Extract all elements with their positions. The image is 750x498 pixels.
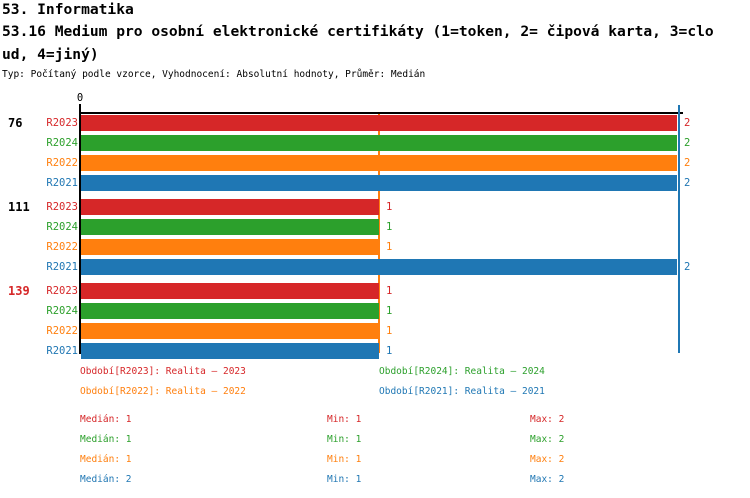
y-axis-line xyxy=(79,104,81,354)
bar-value-label: 1 xyxy=(386,325,393,337)
series-label: R2023 xyxy=(46,117,78,129)
question-title-line1: 53.16 Medium pro osobní elektronické cer… xyxy=(2,23,714,40)
stat-min-r2022: Min: 1 xyxy=(327,454,362,465)
bar-value-label: 2 xyxy=(684,261,691,273)
stat-min-r2021: Min: 1 xyxy=(327,474,362,485)
stat-median-r2021: Medián: 2 xyxy=(80,474,132,485)
bar-value-label: 2 xyxy=(684,157,691,169)
stat-min-r2024: Min: 1 xyxy=(327,434,362,445)
series-label: R2022 xyxy=(46,325,78,337)
legend-item-r2022: Období[R2022]: Realita – 2022 xyxy=(80,386,246,397)
bar xyxy=(81,323,379,339)
bar xyxy=(81,239,379,255)
bar-value-label: 1 xyxy=(386,241,393,253)
bar-row: R2024 2 xyxy=(0,135,750,151)
bar-row: R2023 1 xyxy=(0,283,750,299)
median-reference-line-r2021 xyxy=(678,105,680,353)
series-label: R2022 xyxy=(46,241,78,253)
bar xyxy=(81,219,379,235)
legend-item-r2023: Období[R2023]: Realita – 2023 xyxy=(80,366,246,377)
section-title: 53. Informatika xyxy=(2,1,134,18)
series-label: R2024 xyxy=(46,305,78,317)
bar-row: R2021 2 xyxy=(0,175,750,191)
series-label: R2021 xyxy=(46,261,78,273)
series-label: R2024 xyxy=(46,137,78,149)
group-label: 111 xyxy=(8,200,30,214)
bar xyxy=(81,155,677,171)
stat-max-r2023: Max: 2 xyxy=(530,414,565,425)
bar xyxy=(81,135,677,151)
bar-row: R2022 2 xyxy=(0,155,750,171)
bar-value-label: 1 xyxy=(386,201,393,213)
group-label: 139 xyxy=(8,284,30,298)
bar xyxy=(81,343,379,359)
stat-max-r2024: Max: 2 xyxy=(530,434,565,445)
x-axis-line xyxy=(79,112,683,114)
bar-row: R2021 1 xyxy=(0,343,750,359)
bar-row: R2024 1 xyxy=(0,303,750,319)
bar xyxy=(81,259,677,275)
stat-max-r2021: Max: 2 xyxy=(530,474,565,485)
bar-row: R2023 1 xyxy=(0,199,750,215)
series-label: R2021 xyxy=(46,345,78,357)
bar-row: R2021 2 xyxy=(0,259,750,275)
legend-item-r2024: Období[R2024]: Realita – 2024 xyxy=(379,366,545,377)
stat-median-r2023: Medián: 1 xyxy=(80,414,132,425)
bar xyxy=(81,283,379,299)
legend-item-r2021: Období[R2021]: Realita – 2021 xyxy=(379,386,545,397)
bar-row: R2022 1 xyxy=(0,239,750,255)
bar-value-label: 1 xyxy=(386,305,393,317)
stat-max-r2022: Max: 2 xyxy=(530,454,565,465)
median-reference-line-r2022 xyxy=(378,114,380,353)
question-title-line2: ud, 4=jiný) xyxy=(2,46,99,63)
bar xyxy=(81,175,677,191)
series-label: R2023 xyxy=(46,285,78,297)
bar xyxy=(81,199,379,215)
stat-median-r2022: Medián: 1 xyxy=(80,454,132,465)
bar-value-label: 2 xyxy=(684,137,691,149)
bar xyxy=(81,115,677,131)
series-label: R2021 xyxy=(46,177,78,189)
bar-value-label: 1 xyxy=(386,221,393,233)
bar xyxy=(81,303,379,319)
stat-min-r2023: Min: 1 xyxy=(327,414,362,425)
x-axis-tick-label: 0 xyxy=(76,92,84,104)
bar-value-label: 2 xyxy=(684,177,691,189)
bar-row: R2023 2 xyxy=(0,115,750,131)
series-label: R2023 xyxy=(46,201,78,213)
stat-median-r2024: Medián: 1 xyxy=(80,434,132,445)
series-label: R2024 xyxy=(46,221,78,233)
series-label: R2022 xyxy=(46,157,78,169)
group-label: 76 xyxy=(8,116,23,130)
bar-value-label: 1 xyxy=(386,345,393,357)
bar-row: R2022 1 xyxy=(0,323,750,339)
bar-row: R2024 1 xyxy=(0,219,750,235)
question-meta: Typ: Počítaný podle vzorce, Vyhodnocení:… xyxy=(2,69,426,80)
bar-value-label: 2 xyxy=(684,117,691,129)
bar-value-label: 1 xyxy=(386,285,393,297)
